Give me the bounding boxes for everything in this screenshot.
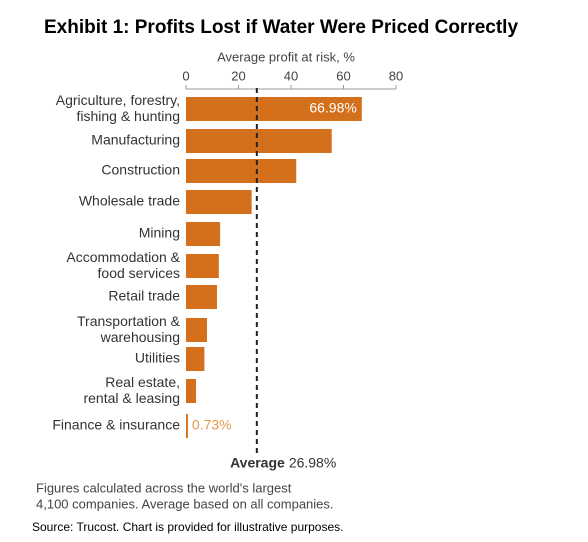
bar: [186, 129, 332, 153]
category-label: Real estate, rental & leasing: [83, 374, 180, 406]
x-tick-label: 80: [389, 68, 403, 83]
x-tick-label: 40: [284, 68, 298, 83]
category-label: Wholesale trade: [79, 193, 180, 209]
x-tick-label: 0: [182, 68, 189, 83]
bar: [186, 254, 219, 278]
chart-title: Exhibit 1: Profits Lost if Water Were Pr…: [44, 17, 518, 38]
category-label: Construction: [101, 162, 180, 178]
x-tick-label: 60: [336, 68, 350, 83]
value-label: 0.73%: [192, 417, 232, 433]
bar: [186, 159, 297, 183]
footnote: 4,100 companies. Average based on all co…: [36, 496, 334, 511]
category-label: Agriculture, forestry, fishing & hunting: [56, 92, 180, 124]
bar: [186, 318, 207, 342]
axis-label: Average profit at risk, %: [217, 49, 355, 64]
bar: [186, 285, 217, 309]
bar: [186, 190, 252, 214]
category-label: Utilities: [135, 350, 180, 366]
bar: [186, 97, 362, 121]
average-value: 26.98%: [289, 455, 336, 471]
bar: [186, 347, 205, 371]
category-label: Mining: [139, 225, 180, 241]
bar: [186, 222, 221, 246]
source: Source: Trucost. Chart is provided for i…: [32, 520, 343, 534]
value-label: 66.98%: [309, 100, 356, 116]
x-tick-label: 20: [231, 68, 245, 83]
category-label: Finance & insurance: [52, 417, 180, 433]
bar: [186, 414, 188, 438]
average-label: Average: [230, 455, 285, 471]
footnote: Figures calculated across the world's la…: [36, 480, 292, 495]
category-label: Retail trade: [108, 288, 180, 304]
category-label: Manufacturing: [91, 132, 180, 148]
category-label: Transportation & warehousing: [77, 313, 181, 345]
category-label: Accommodation & food services: [66, 249, 180, 281]
bar: [186, 379, 196, 403]
